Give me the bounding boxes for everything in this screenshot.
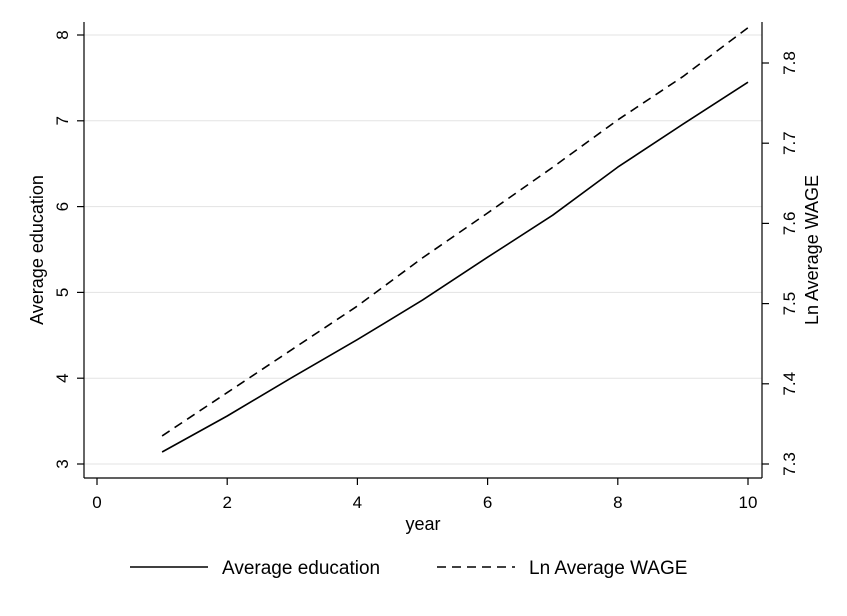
y-right-tick-label: 7.5 [780,292,799,316]
gridlines [84,34,762,465]
y-left-tick-label: 3 [53,459,72,468]
x-tick-label: 2 [222,493,231,512]
y-right-tick-label: 7.7 [780,131,799,155]
x-tick-label: 4 [353,493,362,512]
y-left-tick-label: 5 [53,288,72,297]
y-right-tick-label: 7.6 [780,212,799,236]
y-left-axis-title: Average education [27,175,47,325]
x-tick-label: 6 [483,493,492,512]
y-right-tick-label: 7.8 [780,51,799,75]
y-left-tick-label: 6 [53,202,72,211]
legend: Average education Ln Average WAGE [130,558,687,579]
y-right-tick-label: 7.3 [780,452,799,476]
y-left-tick-label: 4 [53,373,72,382]
average-education-line [161,81,749,453]
x-tick-label: 0 [92,493,101,512]
legend-label-average-education: Average education [222,558,380,579]
axes [83,22,763,479]
x-tick-label: 10 [739,493,758,512]
y-right-axis-title: Ln Average WAGE [802,175,822,325]
ln-average-wage-line [161,27,749,437]
series-lines [161,27,749,453]
x-tick-label: 8 [613,493,622,512]
y-left-tick-label: 8 [53,30,72,39]
x-axis-title: year [405,514,440,534]
ticks: 0 2 4 6 8 10 3 4 5 6 7 8 7.3 7.4 7.5 7.6 7.7 7.8 [53,30,799,512]
legend-label-ln-average-wage: Ln Average WAGE [529,558,687,579]
y-right-tick-label: 7.4 [780,372,799,396]
y-left-tick-label: 7 [53,116,72,125]
